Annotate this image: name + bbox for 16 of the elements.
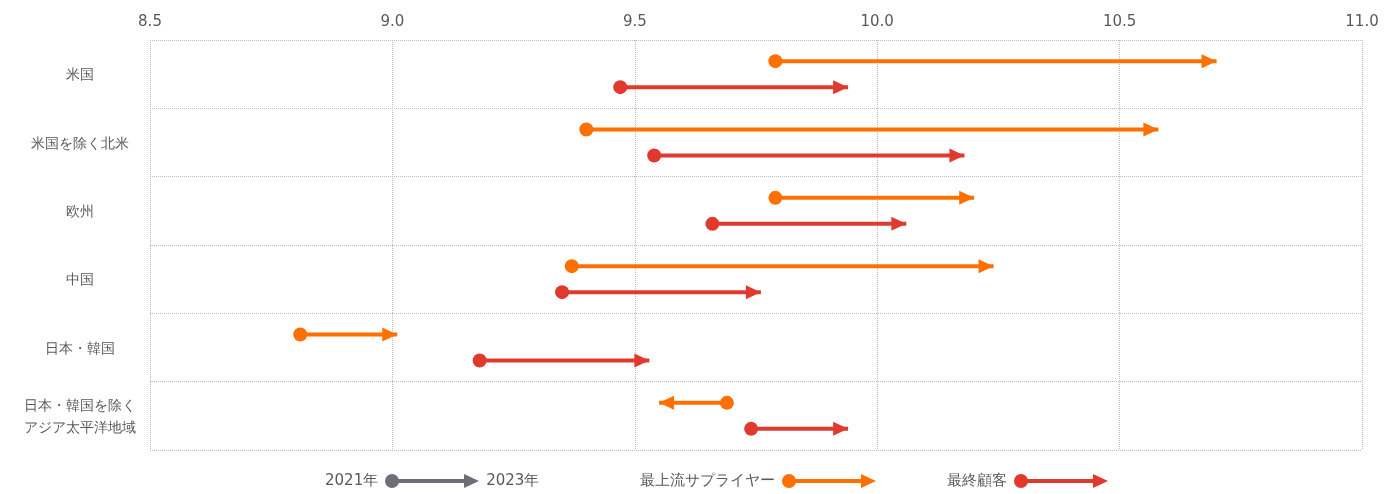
x-tick-label: 9.5 [622, 11, 647, 30]
y-tick-label: 日本・韓国 [45, 339, 115, 356]
y-tick-label: 米国を除く北米 [31, 134, 129, 151]
y-tick-label: 欧州 [66, 202, 94, 219]
y-tick-label: 日本・韓国を除くアジア太平洋地域 [24, 396, 136, 435]
legend-label: 最終顧客 [947, 471, 1007, 490]
x-tick-label: 9.0 [380, 11, 405, 30]
y-tick-label: 中国 [66, 271, 94, 288]
x-tick-label: 10.5 [1102, 11, 1137, 30]
text: 2021年 [325, 471, 379, 490]
x-tick-label: 10.0 [860, 11, 894, 30]
y-tick-label: 米国 [66, 66, 94, 83]
text: 2023年 [486, 471, 540, 490]
x-tick-label: 11.0 [1345, 11, 1379, 30]
legend-label: 最上流サプライヤー [640, 471, 775, 490]
x-tick-label: 8.5 [138, 11, 162, 30]
